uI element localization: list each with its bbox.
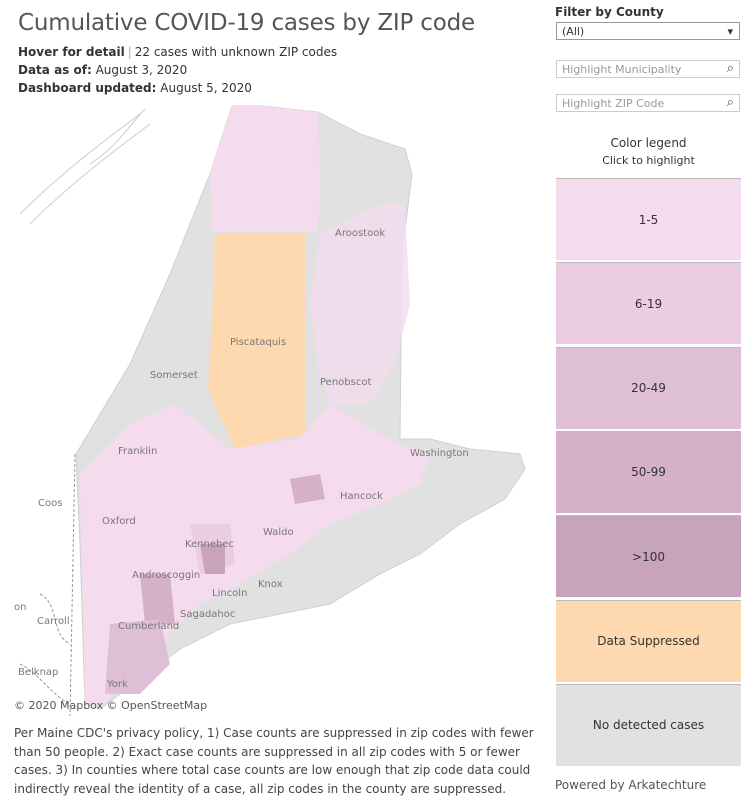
hover-hint: Hover for detail bbox=[18, 45, 125, 59]
update-date: Dashboard updated: August 5, 2020 bbox=[18, 81, 252, 95]
map-label: Somerset bbox=[150, 370, 198, 381]
legend-subtitle: Click to highlight bbox=[602, 154, 695, 167]
map-label: Lincoln bbox=[212, 588, 247, 599]
municipality-search[interactable]: Highlight Municipality bbox=[556, 60, 740, 78]
label: Data as of: bbox=[18, 63, 92, 77]
legend-label: No detected cases bbox=[592, 718, 705, 733]
legend-item[interactable]: 1-5 bbox=[556, 178, 741, 260]
footnote: Per Maine CDC's privacy policy, 1) Case … bbox=[14, 726, 534, 796]
legend-item[interactable]: 50-99 bbox=[556, 430, 741, 513]
legend-item[interactable]: 6-19 bbox=[556, 262, 741, 345]
county-dropdown[interactable]: (All) bbox=[556, 22, 740, 41]
map-label: Penobscot bbox=[320, 377, 371, 388]
map-label: on bbox=[14, 602, 26, 613]
region bbox=[200, 544, 225, 574]
title: Cumulative COVID-19 cases by ZIP code bbox=[18, 10, 475, 36]
zip-search[interactable]: Highlight ZIP Code bbox=[556, 94, 740, 112]
subtitle: Hover for detail | 22 cases with unknown Z… bbox=[18, 45, 338, 59]
map-label: Hancock bbox=[340, 491, 383, 502]
date: August 5, 2020 bbox=[160, 81, 252, 95]
region bbox=[210, 106, 320, 232]
region bbox=[80, 404, 430, 709]
unknown-note: 22 cases with unknown ZIP codes bbox=[134, 45, 338, 59]
map-label: Carroll bbox=[37, 616, 70, 627]
filter-label: Filter by County bbox=[555, 5, 664, 19]
legend-label: >100 bbox=[632, 549, 665, 564]
legend-title: Color legend bbox=[610, 136, 687, 150]
attribution: © 2020 Mapbox © OpenStreetMap bbox=[14, 699, 208, 712]
region bbox=[310, 204, 410, 404]
legend-label: 6-19 bbox=[634, 296, 663, 311]
data-date: Data as of: August 3, 2020 bbox=[18, 63, 187, 77]
map[interactable]: Aroostook Piscataquis Somerset Penobscot Fra… bbox=[0, 104, 550, 716]
region bbox=[290, 474, 325, 504]
map-label: York bbox=[106, 679, 128, 690]
legend-item[interactable]: Data Suppressed bbox=[556, 599, 741, 682]
map-label: Piscataquis bbox=[230, 337, 286, 348]
legend-label: 50-99 bbox=[631, 465, 666, 480]
legend-label: 20-49 bbox=[631, 381, 666, 396]
legend-item[interactable]: No detected cases bbox=[556, 683, 741, 766]
map-label: Cumberland bbox=[118, 621, 179, 632]
legend-label: 1-5 bbox=[638, 212, 659, 227]
map-label: Aroostook bbox=[335, 228, 385, 239]
date: August 3, 2020 bbox=[95, 63, 188, 77]
legend-item[interactable]: 20-49 bbox=[556, 346, 741, 429]
map-label: Oxford bbox=[102, 516, 136, 527]
map-label: Washington bbox=[410, 448, 469, 459]
region bbox=[140, 574, 175, 624]
map-label: Franklin bbox=[118, 446, 157, 457]
river bbox=[19, 108, 151, 225]
suppressed-region bbox=[208, 234, 305, 449]
map-label: Belknap bbox=[18, 667, 58, 678]
map-label: Knox bbox=[258, 579, 283, 590]
legend-label: Data Suppressed bbox=[597, 634, 700, 648]
legend-item[interactable]: >100 bbox=[556, 515, 741, 598]
map-label: Androscoggin bbox=[132, 570, 200, 581]
region bbox=[105, 619, 170, 694]
powered-by: Powered by Arkatechture bbox=[555, 778, 707, 792]
border bbox=[19, 453, 76, 716]
map-label: Waldo bbox=[263, 527, 294, 538]
label: Dashboard updated: bbox=[18, 81, 157, 95]
map-label: Sagadahoc bbox=[180, 609, 235, 620]
map-label: Coos bbox=[38, 498, 62, 509]
map-label: Kennebec bbox=[185, 539, 234, 550]
